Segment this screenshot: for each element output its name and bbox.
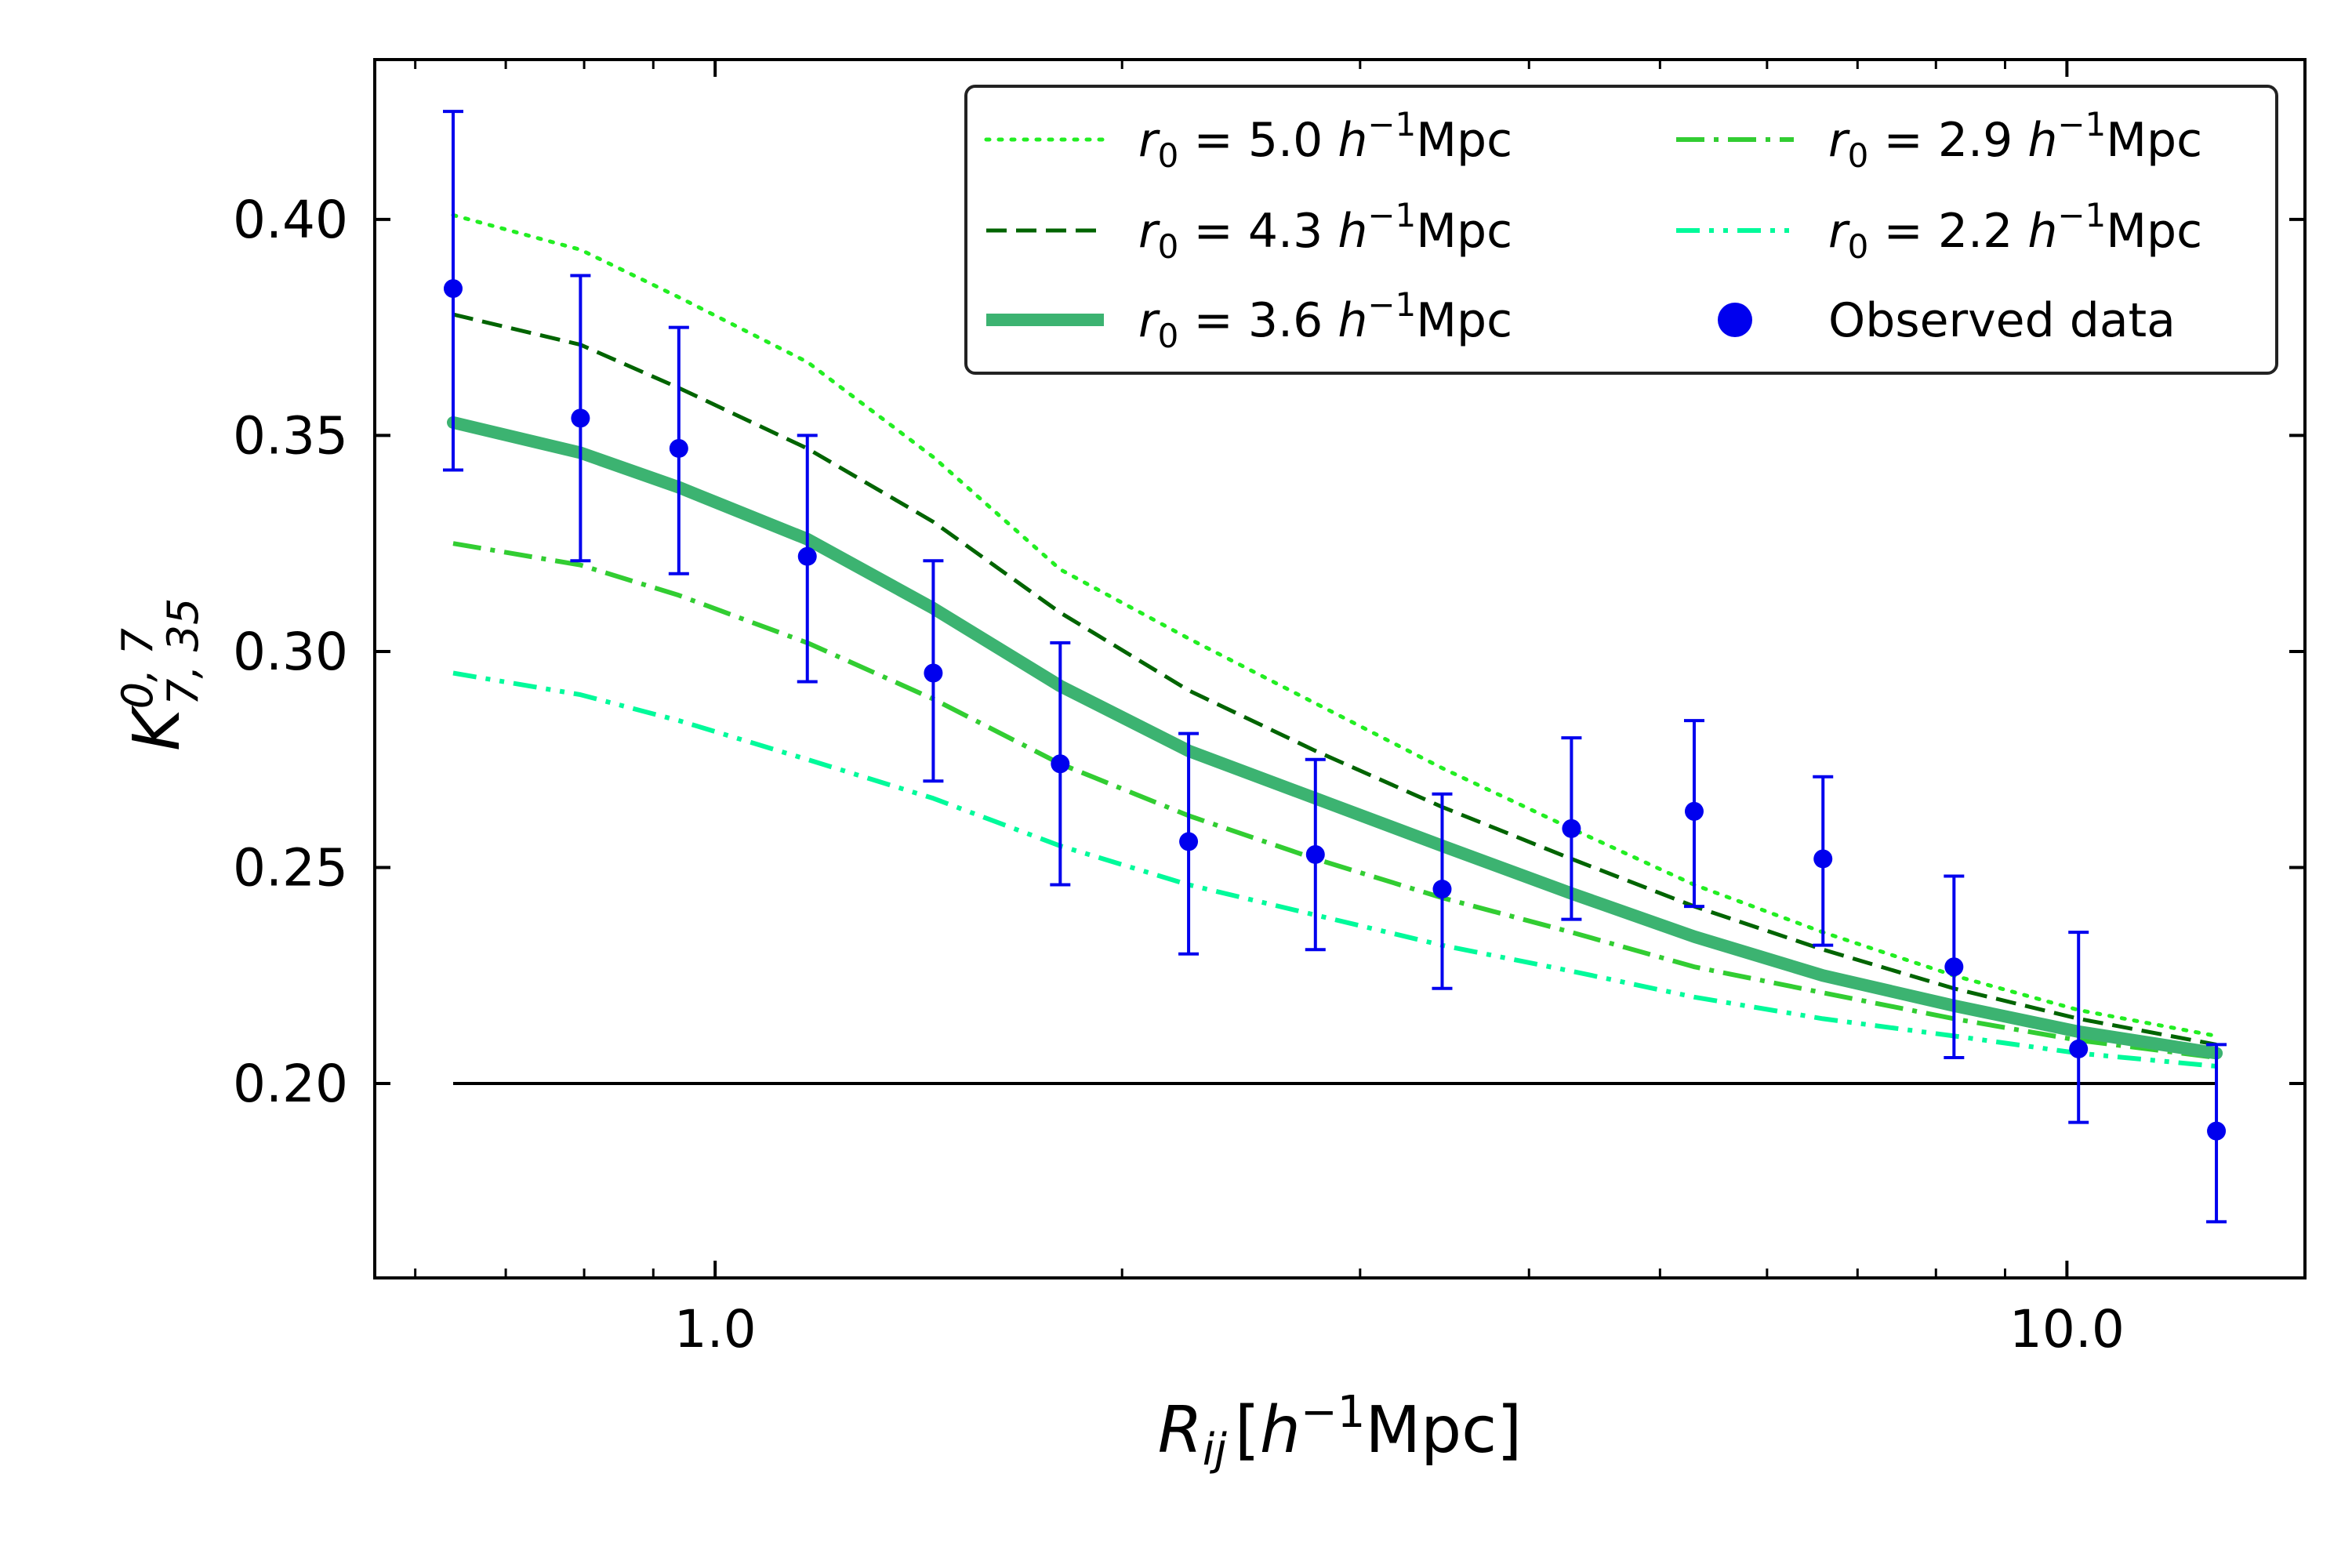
observed-point-group bbox=[1432, 792, 1453, 990]
x-tick-label: 1.0 bbox=[674, 1299, 757, 1359]
observed-point-group bbox=[2068, 931, 2089, 1124]
observed-point-group bbox=[1683, 719, 1704, 909]
y-tick-label: 0.35 bbox=[233, 405, 348, 466]
observed-point bbox=[669, 438, 688, 458]
y-tick-label: 0.40 bbox=[233, 190, 348, 250]
observed-point bbox=[1305, 844, 1325, 864]
series-line-2 bbox=[452, 312, 2217, 1047]
observed-point-group bbox=[1050, 641, 1071, 887]
observed-point-group bbox=[442, 110, 463, 472]
observed-point bbox=[1179, 832, 1199, 851]
legend: r0 = 5.0 h−1Mpc r0 = 4.3 h−1Mpc r0 = 3.6 h… bbox=[964, 85, 2278, 375]
observed-point bbox=[1944, 957, 1964, 977]
observed-point bbox=[1813, 849, 1833, 869]
observed-point-group bbox=[1178, 731, 1200, 956]
plot-frame bbox=[373, 58, 2307, 1279]
y-tick-label: 0.30 bbox=[233, 622, 348, 682]
observed-point bbox=[797, 546, 817, 566]
series-line-1 bbox=[451, 212, 2219, 1038]
y-tick-label: 0.20 bbox=[233, 1054, 348, 1114]
observed-point bbox=[1432, 880, 1452, 899]
x-tick-label: 10.0 bbox=[2009, 1299, 2125, 1359]
legend-label-5: r0 = 2.2 h−1Mpc bbox=[1828, 196, 2202, 266]
y-tick-label: 0.25 bbox=[233, 837, 348, 898]
observed-point-group bbox=[668, 325, 689, 575]
x-axis-label: Rij [h−1Mpc] bbox=[1158, 1387, 1523, 1475]
legend-label-observed: Observed data bbox=[1828, 293, 2176, 348]
observed-point bbox=[1562, 818, 1581, 838]
observed-point-group bbox=[2206, 1043, 2227, 1224]
observed-point-group bbox=[1813, 775, 1834, 947]
observed-point-group bbox=[797, 434, 818, 684]
y-axis-label: K0, 77, 35 bbox=[113, 598, 208, 751]
observed-point-group bbox=[570, 274, 591, 563]
legend-label-2: r0 = 4.3 h−1Mpc bbox=[1138, 196, 1512, 266]
legend-label-1: r0 = 5.0 h−1Mpc bbox=[1138, 105, 1512, 175]
legend-handle-observed bbox=[1718, 303, 1752, 337]
legend-label-4: r0 = 2.9 h−1Mpc bbox=[1828, 105, 2202, 175]
series-line-5 bbox=[452, 670, 2217, 1069]
legend-box bbox=[964, 85, 2278, 375]
observed-point-group bbox=[923, 559, 944, 783]
observed-point bbox=[2069, 1039, 2089, 1058]
observed-point-group bbox=[1944, 874, 1965, 1059]
observed-point bbox=[443, 279, 463, 299]
observed-point bbox=[571, 408, 590, 428]
observed-point bbox=[2207, 1121, 2227, 1141]
observed-point bbox=[1684, 801, 1704, 821]
axis-ticks: 0.20 0.25 0.30 0.35 0.40 1.0 10.0 bbox=[233, 60, 2305, 1359]
observed-point-group bbox=[1561, 736, 1582, 921]
plot-area bbox=[442, 110, 2227, 1224]
legend-label-3: r0 = 3.6 h−1Mpc bbox=[1138, 285, 1512, 355]
observed-point-group bbox=[1305, 757, 1326, 952]
observed-point bbox=[924, 663, 943, 683]
observed-point bbox=[1051, 754, 1070, 774]
